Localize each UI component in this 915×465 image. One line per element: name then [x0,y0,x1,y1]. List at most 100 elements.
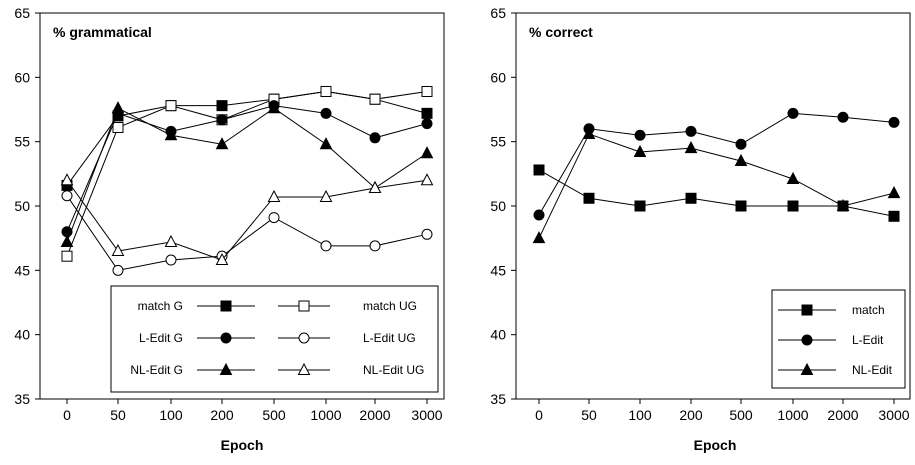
legend-label: NL-Edit [852,363,893,377]
legend: match G match UG L-Edit G L-Edit UG NL-Edit … [110,285,439,393]
x-tick-label: 50 [110,407,126,423]
data-point [267,101,281,114]
x-axis-label: Epoch [694,437,737,453]
data-point [267,189,281,202]
data-point [60,173,74,186]
legend-label: match G [138,299,183,313]
data-point [533,164,545,176]
legend-marker [800,362,814,375]
data-point [320,107,332,119]
legend-entry: L-Edit [778,333,884,347]
data-point [684,141,698,154]
data-point [582,126,596,139]
legend-marker [219,362,233,375]
data-point [836,198,850,211]
legend-entry: NL-Edit UG [278,362,424,377]
data-point [164,234,178,248]
x-tick-label: 0 [63,407,71,423]
y-tick-label: 45 [14,262,30,278]
data-point [215,137,229,150]
x-tick-label: 50 [581,407,597,423]
legend-entry: match UG [278,299,417,313]
legend: match L-Edit NL-Edit [771,289,906,389]
data-point [786,171,800,184]
y-tick-label: 55 [14,134,30,150]
x-axis: 0 50 100 200 500 1000 2000 3000 [63,399,443,423]
data-point [369,132,381,144]
data-point [368,180,382,193]
data-point [887,186,901,199]
y-tick-label: 55 [490,134,506,150]
data-point [165,254,177,266]
x-axis-label: Epoch [221,437,264,453]
x-tick-label: 100 [159,407,183,423]
x-tick-label: 100 [628,407,652,423]
data-point [532,231,546,244]
legend-box [771,289,906,389]
legend-box [110,285,439,393]
panel-title: % grammatical [53,24,152,40]
x-tick-label: 3000 [411,407,442,423]
x-tick-label: 500 [729,407,753,423]
y-tick-label: 50 [490,198,506,214]
data-point [787,200,799,212]
x-tick-label: 200 [679,407,703,423]
data-point [421,118,433,130]
data-point [583,192,595,204]
data-point [215,252,229,266]
y-tick-label: 40 [14,327,30,343]
y-tick-label: 60 [14,69,30,85]
legend-label: L-Edit [852,333,884,347]
data-point [420,146,434,159]
x-tick-label: 500 [262,407,286,423]
data-point [420,173,434,186]
series-line [66,105,428,232]
data-point [685,192,697,204]
legend-marker [220,300,232,312]
data-point [111,101,125,114]
data-point [60,234,74,248]
legend-entry: match G [138,299,255,313]
series-nl-edit [532,126,901,244]
data-point [421,107,433,119]
correct-panel: % correct Epoch 35 40 45 50 55 60 65 0 50 100 200… [490,5,911,453]
grammatical-panel: % grammatical Epoch 35 40 45 50 55 60 65 0 50 10… [14,5,445,453]
data-point [61,190,73,202]
x-tick-label: 1000 [310,407,341,423]
legend-label: NL-Edit G [130,363,183,377]
y-tick-label: 45 [490,262,506,278]
legend-marker [220,332,232,344]
data-point [634,129,646,141]
y-tick-label: 65 [490,5,506,21]
series-lines [60,85,434,276]
data-point [216,100,228,112]
series-match [533,164,900,222]
data-point [216,114,228,126]
data-point [319,189,333,202]
data-point [369,93,381,105]
y-tick-label: 60 [490,69,506,85]
y-tick-label: 40 [490,327,506,343]
legend-entry: match [778,303,885,317]
data-point [634,200,646,212]
data-point [165,100,177,112]
legend-label: match UG [363,299,417,313]
x-tick-label: 0 [535,407,543,423]
legend-marker [297,362,311,375]
x-tick-label: 200 [210,407,234,423]
x-tick-label: 2000 [359,407,390,423]
data-point [685,125,697,137]
data-point [61,250,73,262]
data-point [421,228,433,240]
legend-label: L-Edit G [139,331,183,345]
legend-marker [298,332,310,344]
data-point [320,85,332,97]
data-point [888,116,900,128]
data-point [268,212,280,224]
series-lines [532,107,901,244]
y-axis: 35 40 45 50 55 60 65 [14,5,40,407]
data-point [320,240,332,252]
x-tick-label: 2000 [827,407,858,423]
y-tick-label: 35 [490,391,506,407]
